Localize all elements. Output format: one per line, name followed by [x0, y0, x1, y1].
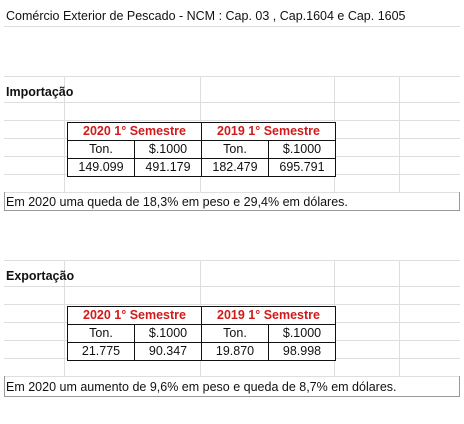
export-unit-ton-2019: Ton.	[201, 324, 269, 343]
export-table: 2020 1° Semestre 2019 1° Semestre Ton. $…	[67, 306, 336, 361]
gridline	[4, 102, 460, 103]
export-value-2020: 90.347	[134, 342, 202, 361]
import-summary-box	[4, 192, 460, 211]
import-ton-2019: 182.479	[201, 158, 269, 177]
gridline	[4, 376, 460, 377]
gridline	[4, 26, 460, 27]
import-summary: Em 2020 uma queda de 18,3% em peso e 29,…	[6, 195, 348, 209]
import-unit-value-2019: $.1000	[268, 140, 336, 159]
export-unit-value-2020: $.1000	[134, 324, 202, 343]
gridline	[4, 304, 460, 305]
gridline	[399, 260, 400, 376]
gridline	[4, 76, 460, 77]
sheet-title: Comércio Exterior de Pescado - NCM : Cap…	[6, 9, 406, 23]
gridline	[4, 192, 460, 193]
export-section: Exportação 2020 1° Semestre 2019 1° Seme…	[4, 260, 460, 400]
gridline	[399, 76, 400, 192]
gridline	[64, 260, 65, 376]
gridline	[4, 260, 460, 261]
import-section: Importação 2020 1° Semestre 2019 1° Seme…	[4, 76, 460, 212]
export-ton-2020: 21.775	[67, 342, 135, 361]
import-value-2020: 491.179	[134, 158, 202, 177]
gridline	[4, 120, 460, 121]
export-unit-ton-2020: Ton.	[67, 324, 135, 343]
import-ton-2020: 149.099	[67, 158, 135, 177]
import-header-2019: 2019 1° Semestre	[201, 122, 336, 141]
import-unit-ton-2020: Ton.	[67, 140, 135, 159]
gridline	[64, 76, 65, 192]
export-summary: Em 2020 um aumento de 9,6% em peso e que…	[6, 380, 397, 394]
export-ton-2019: 19.870	[201, 342, 269, 361]
export-heading: Exportação	[6, 269, 75, 283]
import-header-2020: 2020 1° Semestre	[67, 122, 202, 141]
gridline	[4, 286, 460, 287]
import-unit-ton-2019: Ton.	[201, 140, 269, 159]
export-value-2019: 98.998	[268, 342, 336, 361]
export-header-2019: 2019 1° Semestre	[201, 306, 336, 325]
export-summary-box	[4, 376, 460, 397]
import-heading: Importação	[6, 85, 74, 99]
import-value-2019: 695.791	[268, 158, 336, 177]
import-unit-value-2020: $.1000	[134, 140, 202, 159]
import-table: 2020 1° Semestre 2019 1° Semestre Ton. $…	[67, 122, 336, 177]
export-header-2020: 2020 1° Semestre	[67, 306, 202, 325]
export-unit-value-2019: $.1000	[268, 324, 336, 343]
